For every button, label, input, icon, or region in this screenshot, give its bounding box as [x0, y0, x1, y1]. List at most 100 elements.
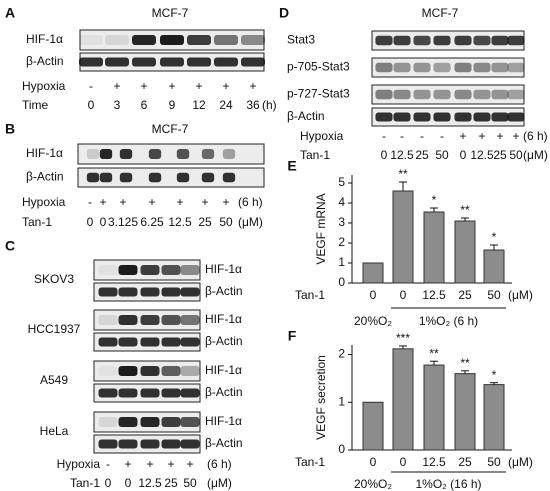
- row-label: HIF-1α: [205, 363, 242, 377]
- blot-band: [491, 112, 509, 122]
- row-label: HIF-1α: [205, 312, 242, 326]
- y-tick-label: 1: [338, 255, 345, 269]
- blot-band: [393, 89, 411, 100]
- condition-value: 25: [198, 215, 212, 229]
- blot-band: [118, 287, 138, 297]
- blot-band: [98, 366, 118, 376]
- condition-unit: (μM): [523, 148, 548, 162]
- condition-value: 36: [246, 98, 260, 112]
- blot-band: [201, 149, 215, 159]
- condition-value: 25: [164, 476, 178, 490]
- bar: [454, 373, 476, 451]
- panel-label: B: [5, 121, 15, 137]
- condition-unit: (6 h): [523, 129, 548, 143]
- blot-band: [214, 35, 238, 45]
- blot-band: [105, 57, 129, 67]
- blot-band: [161, 287, 181, 297]
- blot-band: [180, 439, 200, 449]
- blot-band: [160, 57, 184, 67]
- x-tick-label: 0: [400, 455, 407, 469]
- condition-value: +: [146, 457, 153, 471]
- blot-band: [375, 35, 393, 46]
- blot-band: [413, 89, 431, 100]
- blot-band: [491, 62, 509, 73]
- y-tick-label: 2: [338, 235, 345, 249]
- blot-band: [180, 366, 200, 376]
- blot-band: [118, 366, 138, 376]
- blot-band: [98, 315, 118, 325]
- blot-band: [180, 417, 200, 427]
- significance: *: [492, 368, 497, 382]
- blot-band: [507, 62, 525, 73]
- blot-band: [132, 57, 156, 67]
- condition-value: +: [119, 195, 126, 209]
- blot-band: [507, 112, 525, 122]
- condition-value: -: [440, 129, 444, 143]
- row-label: β-Actin: [205, 385, 243, 399]
- blot-band: [118, 315, 138, 325]
- blot-band: [176, 149, 190, 159]
- condition-value: 6: [141, 98, 148, 112]
- blot-band: [473, 62, 491, 73]
- condition-name: Hypoxia: [300, 129, 344, 143]
- blot-band: [99, 149, 113, 159]
- condition-value: 25: [415, 148, 429, 162]
- x-tick-label: 12.5: [422, 288, 446, 302]
- blot-band: [214, 57, 238, 67]
- condition-value: 0: [460, 148, 467, 162]
- condition-unit: (μM): [207, 476, 232, 490]
- panel-label: F: [288, 328, 297, 344]
- condition-value: +: [167, 457, 174, 471]
- blot-band: [180, 315, 200, 325]
- row-label: β-Actin: [205, 284, 243, 298]
- blot-band: [161, 265, 181, 275]
- blot-band: [118, 265, 138, 275]
- blot-band: [491, 89, 509, 100]
- row-label: HIF-1α: [205, 414, 242, 428]
- condition-value: 0: [88, 98, 95, 112]
- x-tick-label: 0: [400, 288, 407, 302]
- blot-title: MCF-7: [422, 6, 459, 20]
- condition-value: 12.5: [168, 215, 192, 229]
- blot-band: [98, 265, 118, 275]
- blot-band: [105, 35, 129, 45]
- blot-band: [132, 35, 156, 45]
- condition-value: +: [99, 195, 106, 209]
- blot-band: [222, 149, 236, 159]
- row-label: HIF-1α: [26, 146, 63, 160]
- x-tick-label: 50: [487, 455, 501, 469]
- blot-band: [433, 89, 451, 100]
- condition-value: +: [195, 79, 202, 93]
- bar: [362, 401, 384, 451]
- condition-value: 12: [192, 98, 206, 112]
- condition-value: +: [201, 195, 208, 209]
- blot-band: [79, 35, 103, 45]
- row-label: p-727-Stat3: [287, 87, 350, 101]
- blot-band: [118, 417, 138, 427]
- group-label: 20%O₂: [354, 477, 392, 491]
- blot-band: [433, 112, 451, 122]
- significance: **: [398, 167, 408, 181]
- blot-band: [119, 149, 133, 159]
- blot-band: [98, 439, 118, 449]
- blot-band: [454, 35, 472, 46]
- row-label: β-Actin: [205, 334, 243, 348]
- cell-line: SKOV3: [34, 272, 74, 286]
- row-label: HIF-1α: [26, 32, 63, 46]
- blot-band: [140, 388, 160, 398]
- y-tick-label: 4: [338, 195, 345, 209]
- blot-strip: [371, 57, 525, 78]
- condition-name: Hypoxia: [57, 457, 101, 471]
- blot-band: [507, 35, 525, 46]
- blot-band: [140, 366, 160, 376]
- blot-band: [433, 35, 451, 46]
- blot-band: [140, 337, 160, 347]
- cell-line: HCC1937: [28, 322, 81, 336]
- condition-value: 50: [219, 215, 233, 229]
- blot-band: [375, 112, 393, 122]
- condition-value: -: [400, 129, 404, 143]
- significance: **: [460, 203, 470, 217]
- bar: [454, 220, 476, 284]
- blot-band: [473, 112, 491, 122]
- blot-band: [118, 337, 138, 347]
